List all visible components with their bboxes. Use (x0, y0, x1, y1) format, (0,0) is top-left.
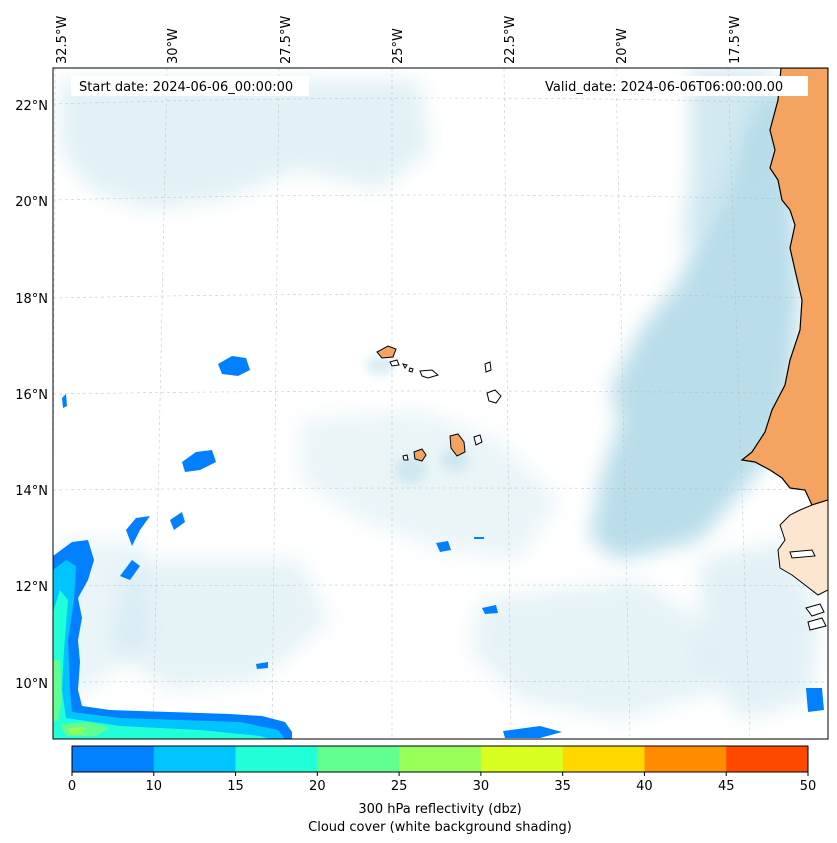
colorbar-tick-label: 30 (473, 779, 490, 794)
colorbar-tick-label: 35 (554, 779, 571, 794)
colorbar-tick-label: 50 (800, 779, 817, 794)
start-date-text: Start date: 2024-06-06_00:00:00 (79, 80, 293, 95)
lon-label: 20°W (615, 28, 630, 64)
colorbar-label-line2: Cloud cover (white background shading) (308, 820, 572, 835)
lon-label: 32.5°W (55, 16, 70, 64)
lat-label: 18°N (15, 292, 48, 307)
colorbar-ticks: 0 10 15 20 25 30 35 40 45 50 (68, 772, 816, 794)
colorbar-swatch (399, 746, 482, 772)
colorbar-swatch (72, 746, 155, 772)
gridlines (53, 68, 828, 739)
lon-label: 25°W (391, 28, 406, 64)
colorbar: 0 10 15 20 25 30 35 40 45 50 300 hPa reflectivity… (68, 745, 816, 835)
lat-label: 14°N (15, 484, 48, 499)
colorbar-swatch (317, 746, 400, 772)
lat-label: 16°N (15, 388, 48, 403)
latitude-labels: 22°N 20°N 18°N 16°N 14°N 12°N 10°N (15, 99, 48, 692)
colorbar-tick-label: 45 (718, 779, 735, 794)
cape-verde-islands (376, 345, 502, 462)
colorbar-label-line1: 300 hPa reflectivity (dbz) (358, 802, 521, 817)
colorbar-swatch (644, 746, 727, 772)
colorbar-tick-label: 40 (636, 779, 653, 794)
colorbar-swatch (235, 746, 318, 772)
reflectivity-patches (53, 356, 824, 739)
longitude-labels: 32.5°W 30°W 27.5°W 25°W 22.5°W 20°W 17.5… (55, 16, 743, 64)
colorbar-tick-label: 20 (309, 779, 326, 794)
colorbar-swatches (72, 746, 809, 772)
lat-label: 12°N (15, 580, 48, 595)
colorbar-swatch (562, 746, 645, 772)
colorbar-tick-label: 25 (391, 779, 408, 794)
african-coast (740, 68, 828, 631)
lat-label: 22°N (15, 99, 48, 114)
lon-label: 30°W (166, 28, 181, 64)
lon-label: 27.5°W (279, 16, 294, 64)
lat-label: 10°N (15, 677, 48, 692)
cloud-cover-shading (55, 70, 820, 720)
colorbar-tick-label: 10 (146, 779, 163, 794)
valid-date-box: Valid_date: 2024-06-06T06:00:00.00 (540, 76, 808, 96)
colorbar-tick-label: 15 (227, 779, 244, 794)
colorbar-swatch (153, 746, 237, 772)
start-date-box: Start date: 2024-06-06_00:00:00 (71, 76, 309, 96)
map-frame (52, 67, 829, 740)
lon-label: 22.5°W (503, 16, 518, 64)
colorbar-frame (71, 745, 809, 773)
colorbar-swatch (726, 746, 809, 772)
colorbar-swatch (480, 746, 564, 772)
lon-label: 17.5°W (728, 16, 743, 64)
valid-date-text: Valid_date: 2024-06-06T06:00:00.00 (545, 80, 783, 95)
colorbar-tick-label: 0 (68, 779, 76, 794)
lat-label: 20°N (15, 195, 48, 210)
